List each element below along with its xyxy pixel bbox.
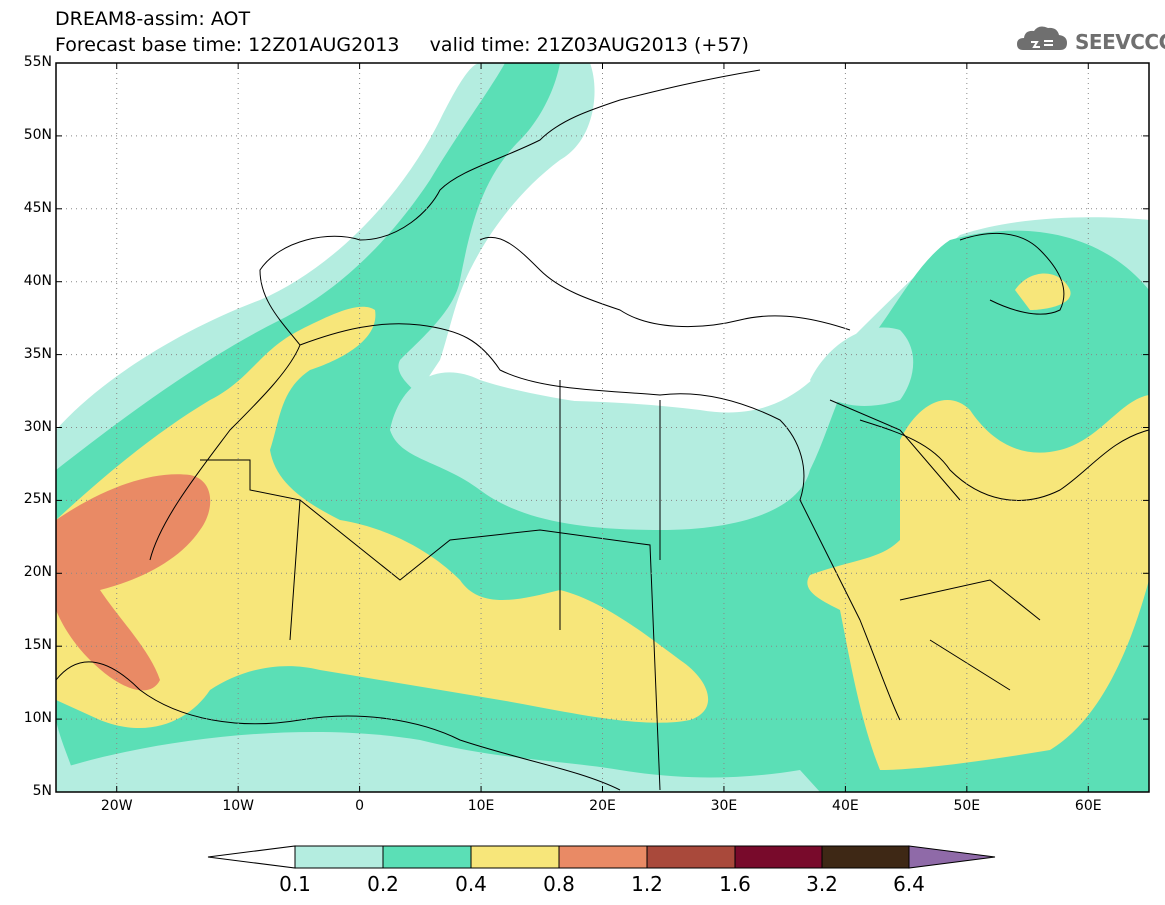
colorbar-swatch-1: [294, 845, 384, 869]
colorbar-label: 0.4: [455, 872, 487, 896]
lat-label: 25N: [23, 491, 52, 508]
colorbar-label: 0.1: [279, 872, 311, 896]
forecast-time-line: Forecast base time: 12Z01AUG2013 valid t…: [55, 34, 749, 56]
lon-label: 10W: [222, 798, 254, 814]
lat-label: 10N: [23, 710, 52, 727]
lat-label: 45N: [23, 199, 52, 216]
lon-label: 20W: [100, 798, 133, 814]
colorbar-high-arrow: [908, 845, 996, 869]
colorbar: [207, 845, 996, 869]
coastlines: [56, 69, 1149, 791]
colorbar-label: 1.2: [631, 872, 663, 896]
lon-label: 50E: [953, 798, 981, 814]
logo-text: SEEVCCC: [1075, 30, 1165, 54]
colorbar-label: 0.2: [367, 872, 399, 896]
aot-zone-01-libya: [390, 372, 810, 530]
lat-label: 55N: [23, 54, 52, 70]
axis-ticks: [56, 62, 1149, 793]
aot-field: [56, 63, 1149, 792]
aot-zone-04-west: [56, 306, 709, 729]
colorbar-low-arrow: [207, 845, 296, 869]
colorbar-swatch-3: [470, 845, 560, 869]
lat-label: 40N: [23, 272, 52, 289]
aot-zone-04-caspian: [1015, 273, 1071, 310]
colorbar-swatch-6: [734, 845, 823, 869]
colorbar-swatch-5: [646, 845, 736, 869]
lon-label: 0: [355, 798, 365, 814]
colorbar-label: 6.4: [893, 872, 925, 896]
lon-label: 30E: [710, 798, 738, 814]
colorbar-label: 0.8: [543, 872, 575, 896]
lon-label: 60E: [1074, 798, 1102, 814]
aot-zone-01-south: [56, 731, 820, 792]
lon-label: 20E: [589, 798, 616, 814]
lon-label: 40E: [832, 798, 859, 814]
grid-lines: [56, 63, 1149, 792]
colorbar-label: 1.6: [719, 872, 751, 896]
lat-label: 50N: [23, 126, 52, 143]
cloud-logo-icon: [1017, 26, 1067, 50]
lat-label: 20N: [23, 564, 52, 581]
lon-label: 10E: [467, 798, 495, 814]
aot-zone-08: [56, 474, 211, 691]
lat-label: 30N: [23, 418, 52, 435]
lat-label: 15N: [23, 637, 52, 654]
map-title: DREAM8-assim: AOT: [55, 8, 251, 30]
colorbar-swatch-2: [382, 845, 472, 869]
aot-zone-01-arabia: [810, 327, 914, 406]
colorbar-swatch-4: [558, 845, 648, 869]
colorbar-label: 3.2: [806, 872, 838, 896]
colorbar-swatch-7: [821, 845, 910, 869]
lat-label: 5N: [32, 783, 52, 799]
lat-label: 35N: [23, 345, 52, 362]
